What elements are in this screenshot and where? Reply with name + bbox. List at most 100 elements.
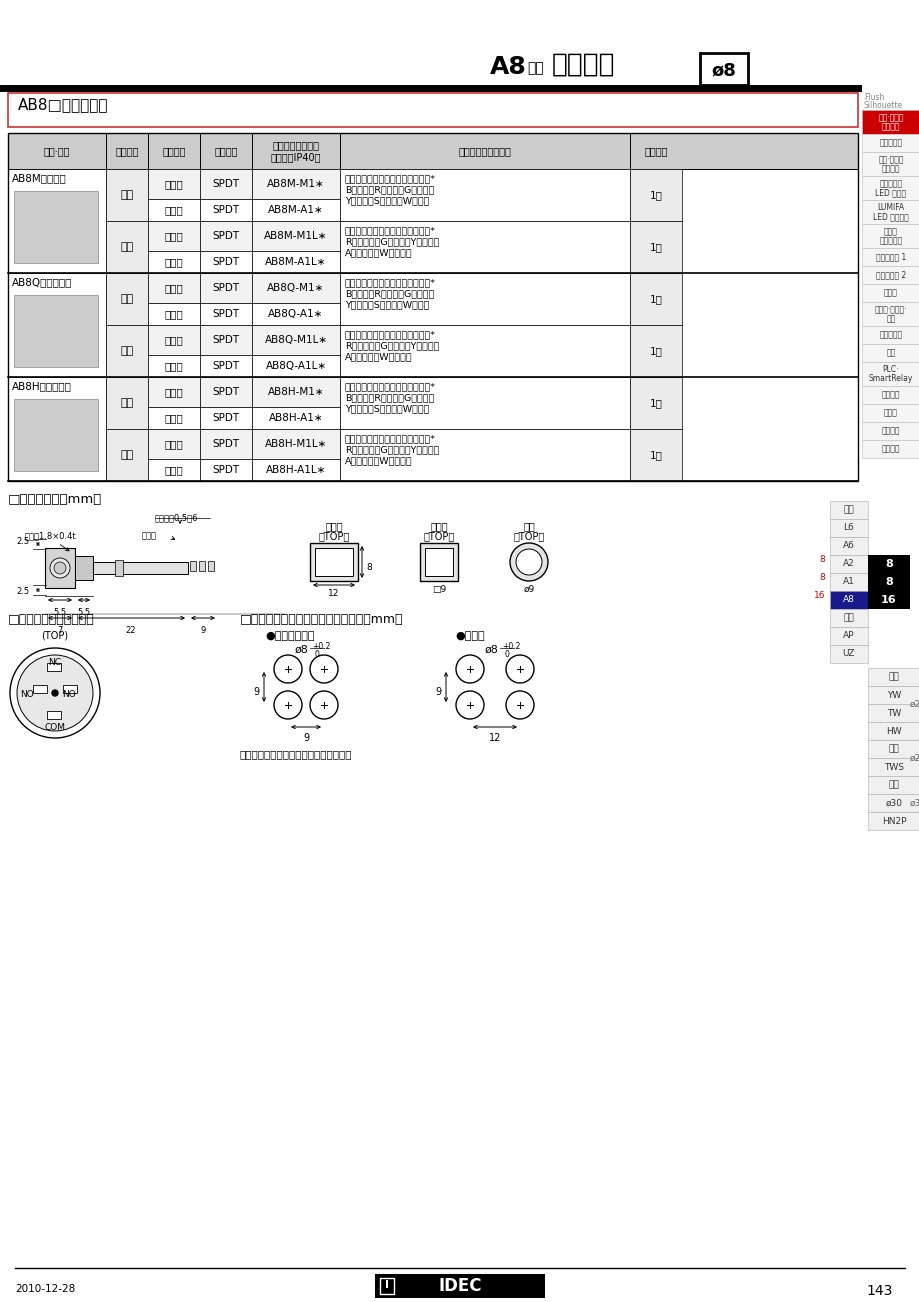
Bar bbox=[867, 758, 919, 776]
Bar bbox=[867, 776, 919, 794]
Bar bbox=[867, 812, 919, 829]
Bar bbox=[861, 404, 919, 422]
Bar bbox=[420, 543, 458, 581]
Text: 0: 0 bbox=[314, 650, 320, 659]
Bar bbox=[861, 385, 919, 404]
Circle shape bbox=[52, 690, 58, 697]
Text: SPDT: SPDT bbox=[212, 361, 239, 371]
Text: SPDT: SPDT bbox=[212, 283, 239, 293]
Bar bbox=[47, 663, 61, 671]
Text: 9: 9 bbox=[302, 733, 309, 743]
Text: AB8H-M1∗: AB8H-M1∗ bbox=[267, 387, 324, 397]
Text: 继电器·定时器·: 继电器·定时器· bbox=[874, 305, 906, 314]
Circle shape bbox=[17, 655, 93, 730]
Text: 电气控制箱: 电气控制箱 bbox=[879, 138, 902, 147]
Text: □端子排列图（底视图）: □端子排列图（底视图） bbox=[8, 613, 95, 626]
Text: SPDT: SPDT bbox=[212, 387, 239, 397]
Text: 防爆设备: 防爆设备 bbox=[880, 427, 900, 435]
Bar bbox=[829, 555, 867, 573]
Text: 销售单位: 销售单位 bbox=[643, 146, 667, 156]
Text: LED 指示灯: LED 指示灯 bbox=[875, 187, 905, 197]
Text: AP: AP bbox=[843, 631, 854, 641]
Text: Y：黄色、S：蓝色、W：白色: Y：黄色、S：蓝色、W：白色 bbox=[345, 197, 429, 204]
Text: SPDT: SPDT bbox=[212, 413, 239, 423]
Text: 交替型: 交替型 bbox=[165, 413, 183, 423]
Text: 请使用下列颜色编码替换型号中的*: 请使用下列颜色编码替换型号中的* bbox=[345, 434, 436, 443]
Text: 9: 9 bbox=[254, 687, 260, 697]
Text: 锁紧环: 锁紧环 bbox=[142, 531, 157, 540]
Bar bbox=[148, 303, 199, 326]
Bar bbox=[861, 201, 919, 224]
Bar bbox=[699, 53, 747, 85]
Bar bbox=[93, 562, 187, 574]
Bar bbox=[106, 273, 148, 326]
Text: AB8M-A1L∗: AB8M-A1L∗ bbox=[265, 256, 326, 267]
Bar bbox=[148, 428, 199, 460]
Text: 8: 8 bbox=[884, 577, 892, 587]
Text: 安全元器件 1: 安全元器件 1 bbox=[875, 253, 905, 262]
Text: 系列: 系列 bbox=[527, 61, 543, 76]
Bar bbox=[45, 548, 75, 589]
Text: R：红色、　G：绿色、Y：黄色、: R：红色、 G：绿色、Y：黄色、 bbox=[345, 341, 439, 350]
Text: 8: 8 bbox=[818, 555, 824, 564]
Text: A2: A2 bbox=[842, 560, 854, 569]
Text: 灯罩: 灯罩 bbox=[120, 450, 133, 460]
Text: 电源: 电源 bbox=[885, 349, 895, 358]
Bar bbox=[8, 378, 106, 480]
Bar bbox=[252, 199, 340, 221]
Text: 交替型: 交替型 bbox=[165, 361, 183, 371]
Text: 交替型: 交替型 bbox=[165, 465, 183, 475]
Text: 8: 8 bbox=[818, 573, 824, 582]
Bar bbox=[208, 561, 214, 572]
Text: ø8: ø8 bbox=[710, 61, 735, 79]
Text: 5.5: 5.5 bbox=[53, 608, 66, 617]
Text: Flush: Flush bbox=[863, 92, 883, 102]
Bar bbox=[861, 362, 919, 385]
Text: B：黑色、R：红色、G：绿色、: B：黑色、R：红色、G：绿色、 bbox=[345, 185, 434, 194]
Text: SPDT: SPDT bbox=[212, 465, 239, 475]
Bar bbox=[106, 169, 148, 221]
Text: （圆孔）: （圆孔） bbox=[880, 122, 900, 132]
Bar bbox=[14, 191, 98, 263]
Bar bbox=[8, 133, 857, 169]
Bar bbox=[861, 224, 919, 247]
Bar bbox=[8, 273, 106, 378]
Bar bbox=[861, 266, 919, 284]
Text: 圆形: 圆形 bbox=[523, 521, 534, 531]
Bar bbox=[252, 408, 340, 428]
Bar bbox=[380, 1279, 393, 1294]
Text: 请使用下列颜色编码替换型号中的*: 请使用下列颜色编码替换型号中的* bbox=[345, 329, 436, 339]
Text: 2.5: 2.5 bbox=[17, 587, 30, 596]
Text: 表面安装型: 表面安装型 bbox=[879, 178, 902, 187]
Text: 交替型: 交替型 bbox=[165, 309, 183, 319]
Text: 安全元器件 2: 安全元器件 2 bbox=[875, 271, 905, 280]
Circle shape bbox=[50, 559, 70, 578]
Text: 按鈕: 按鈕 bbox=[120, 190, 133, 201]
Text: 一览: 一览 bbox=[843, 505, 854, 514]
Text: 一览: 一览 bbox=[888, 673, 899, 681]
Text: AB8Q-A1∗: AB8Q-A1∗ bbox=[268, 309, 323, 319]
Bar bbox=[829, 501, 867, 519]
Bar bbox=[867, 723, 919, 740]
Bar bbox=[310, 543, 357, 581]
Text: 电路保护器: 电路保护器 bbox=[879, 331, 902, 340]
Text: ø22: ø22 bbox=[909, 699, 919, 708]
Bar bbox=[829, 536, 867, 555]
Text: 1个: 1个 bbox=[649, 346, 662, 355]
Text: 动作类型: 动作类型 bbox=[162, 146, 186, 156]
Bar bbox=[148, 251, 199, 273]
Circle shape bbox=[456, 691, 483, 719]
Bar bbox=[33, 685, 47, 693]
Text: □安装孔加工图、最小安装中心间距（mm）: □安装孔加工图、最小安装中心间距（mm） bbox=[240, 613, 403, 626]
Text: HN2P: HN2P bbox=[880, 816, 905, 825]
Bar bbox=[861, 134, 919, 152]
Text: 请使用下列颜色编码替换型号中的*: 请使用下列颜色编码替换型号中的* bbox=[345, 174, 436, 184]
Bar bbox=[106, 378, 148, 428]
Text: 人机界面: 人机界面 bbox=[880, 391, 900, 400]
Text: 数字显示器: 数字显示器 bbox=[879, 236, 902, 245]
Bar bbox=[630, 169, 681, 221]
Text: AB8□型按钮开关: AB8□型按钮开关 bbox=[18, 98, 108, 112]
Bar bbox=[861, 440, 919, 458]
Text: 请使用下列颜色编码替换型号中的*: 请使用下列颜色编码替换型号中的* bbox=[345, 381, 436, 391]
Bar bbox=[340, 378, 630, 428]
